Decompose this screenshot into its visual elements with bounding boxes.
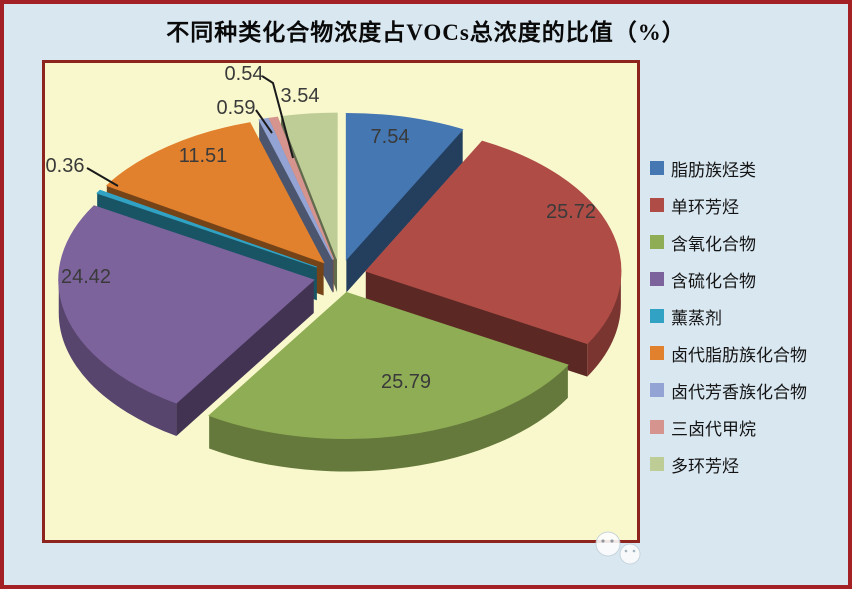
legend-item: 单环芳烃 bbox=[650, 195, 807, 217]
pie-slice-rim-wall bbox=[58, 279, 177, 436]
pie-slice-top bbox=[345, 112, 464, 261]
legend-item: 含氧化合物 bbox=[650, 232, 807, 254]
watermark-cloud-mascot-icon bbox=[592, 530, 656, 583]
pie-slice-side-wall bbox=[176, 279, 314, 436]
legend-swatch bbox=[650, 346, 664, 360]
pie-slice-top bbox=[96, 189, 318, 268]
pie-slice-top bbox=[58, 205, 315, 404]
legend-label: 薰蒸剂 bbox=[671, 308, 722, 328]
legend-swatch bbox=[650, 309, 664, 323]
value-label: 25.72 bbox=[546, 201, 596, 223]
label-leader-line bbox=[261, 75, 294, 159]
legend-label: 卤代芳香族化合物 bbox=[671, 382, 807, 402]
value-label: 0.59 bbox=[217, 97, 256, 119]
legend-item: 含硫化合物 bbox=[650, 269, 807, 291]
legend-label: 单环芳烃 bbox=[671, 197, 739, 217]
label-leader-line bbox=[86, 167, 119, 187]
pie-slice-rim-wall bbox=[209, 364, 568, 472]
label-leader-line bbox=[255, 109, 273, 134]
legend-swatch bbox=[650, 457, 664, 471]
pie-slice-top bbox=[268, 116, 335, 260]
value-label: 25.79 bbox=[381, 371, 431, 393]
legend-swatch bbox=[650, 420, 664, 434]
legend-swatch bbox=[650, 198, 664, 212]
legend-item: 脂肪族烃类 bbox=[650, 158, 807, 180]
pie-slice-top bbox=[105, 122, 325, 264]
pie-slice-top bbox=[258, 117, 334, 260]
value-label: 24.42 bbox=[61, 266, 111, 288]
legend-item: 三卤代甲烷 bbox=[650, 417, 807, 439]
value-label: 0.54 bbox=[225, 63, 264, 85]
value-label: 11.51 bbox=[179, 145, 228, 167]
legend-label: 含氧化合物 bbox=[671, 234, 756, 254]
legend-label: 多环芳烃 bbox=[671, 456, 739, 476]
value-label: 0.36 bbox=[46, 155, 85, 177]
legend-label: 三卤代甲烷 bbox=[671, 419, 756, 439]
chart-title: 不同种类化合物浓度占VOCs总浓度的比值（%） bbox=[166, 20, 686, 45]
legend-item: 多环芳烃 bbox=[650, 454, 807, 476]
legend-swatch bbox=[650, 161, 664, 175]
legend-label: 含硫化合物 bbox=[671, 271, 756, 291]
legend-item: 卤代芳香族化合物 bbox=[650, 380, 807, 402]
pie-slice-top bbox=[208, 291, 569, 439]
pie-slice-side-wall bbox=[346, 129, 463, 293]
legend-item: 卤代脂肪族化合物 bbox=[650, 343, 807, 365]
legend-swatch bbox=[650, 235, 664, 249]
legend-swatch bbox=[650, 272, 664, 286]
legend-item: 薰蒸剂 bbox=[650, 306, 807, 328]
pie-slice-side-wall bbox=[365, 271, 588, 377]
legend-label: 脂肪族烃类 bbox=[671, 160, 756, 180]
value-label: 3.54 bbox=[281, 85, 320, 107]
value-label: 7.54 bbox=[371, 126, 410, 148]
legend-label: 卤代脂肪族化合物 bbox=[671, 345, 807, 365]
legend: 脂肪族烃类 单环芳烃 含氧化合物 含硫化合物 薰蒸剂 卤代脂肪族化合物 卤代芳香… bbox=[650, 158, 807, 476]
legend-swatch bbox=[650, 383, 664, 397]
pie-slice-top bbox=[364, 140, 622, 345]
